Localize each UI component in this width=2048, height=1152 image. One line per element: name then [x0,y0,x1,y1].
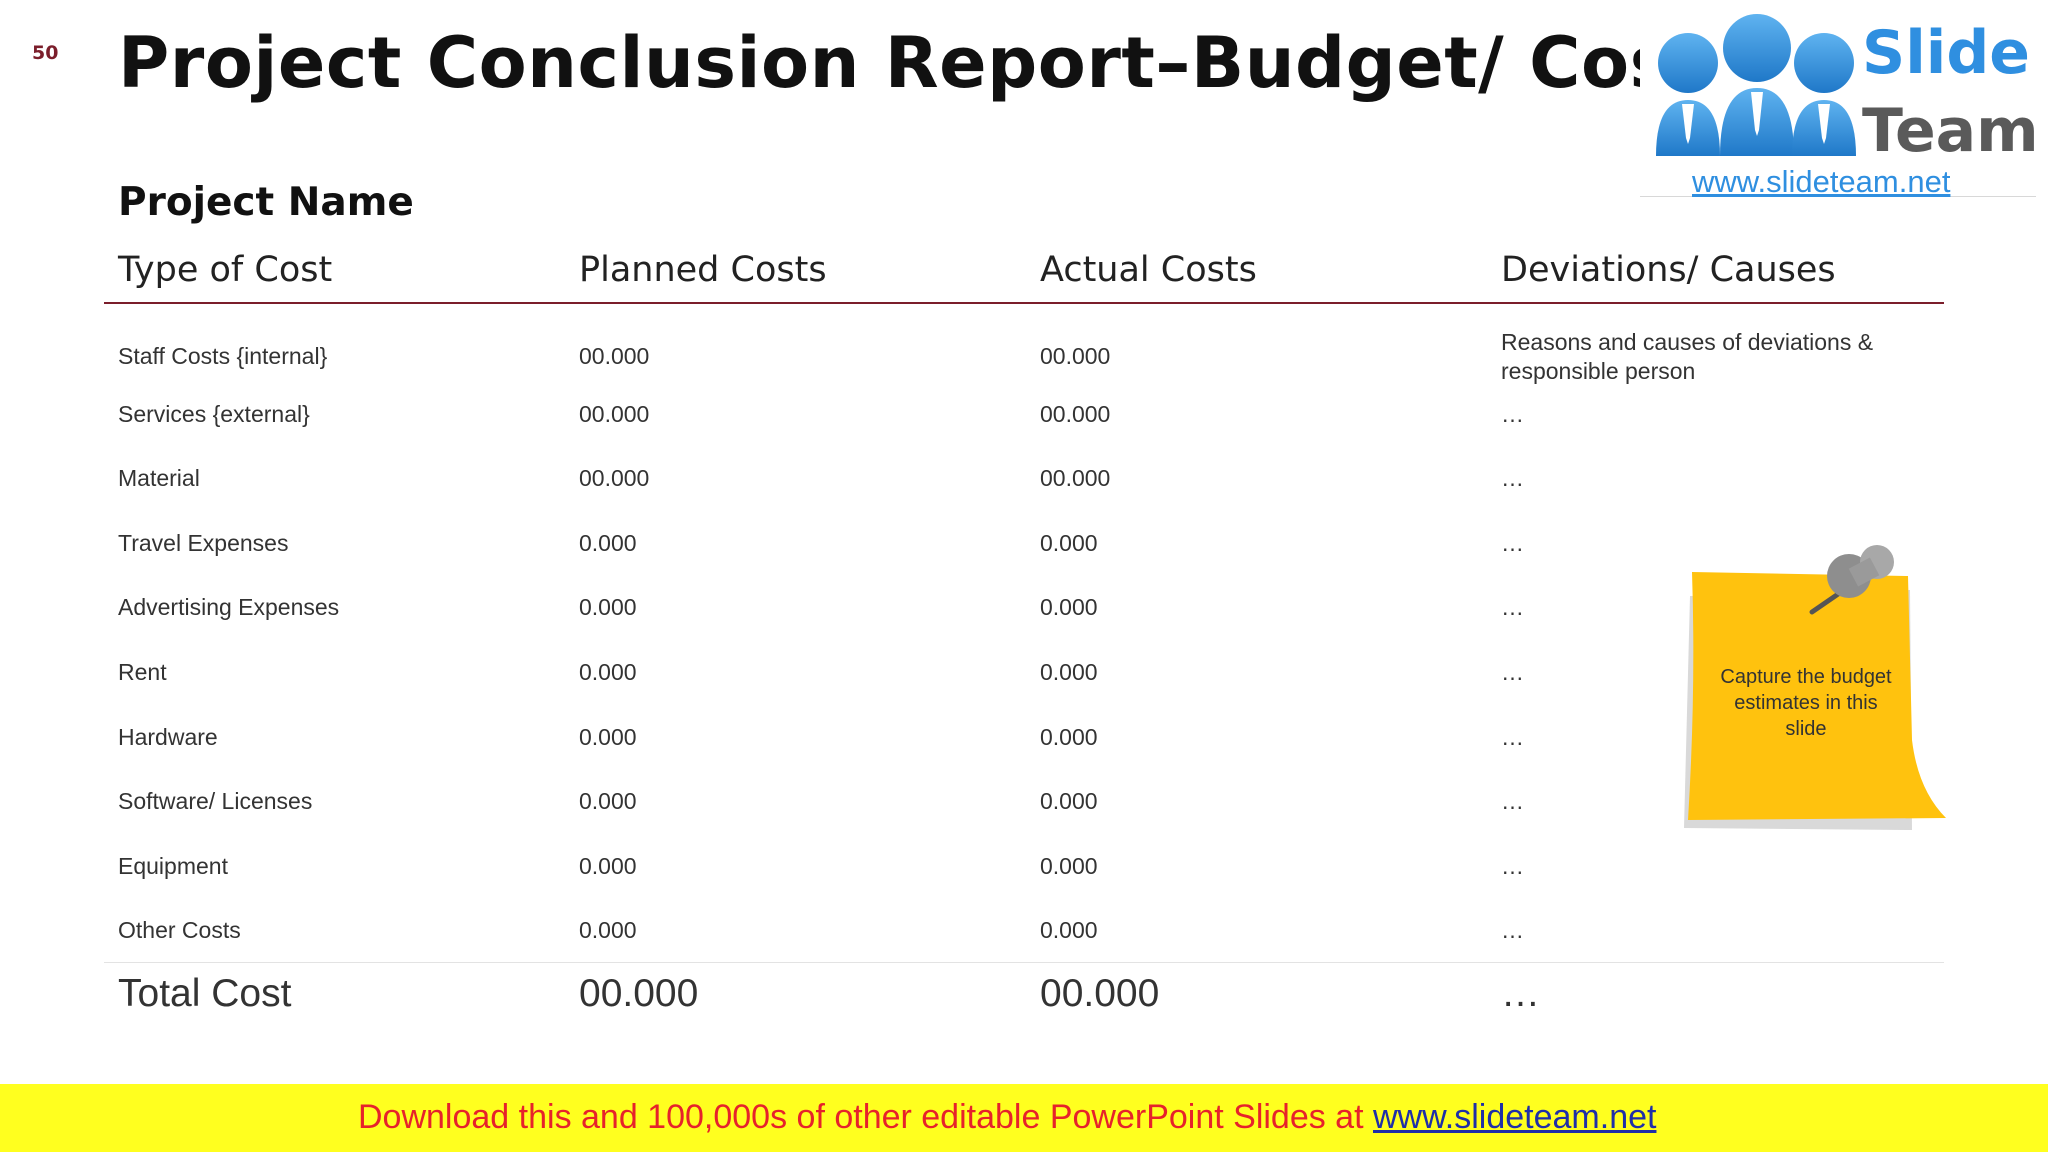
deviation-cell: … [1501,465,1524,491]
banner-text: Download this and 100,000s of other edit… [358,1098,1656,1137]
cost-type-cell: Travel Expenses [118,530,289,556]
sticky-note-paper [1684,572,1946,830]
deviation-cell: … [1501,594,1524,620]
logo-word-team: Team [1862,96,2039,166]
table-row: Advertising Expenses 0.000 0.000 … [104,593,1944,643]
actual-cost-cell: 00.000 [1040,401,1111,427]
cost-type-cell: Software/ Licenses [118,788,313,814]
planned-cost-cell: 0.000 [579,594,637,620]
header-deviations-causes: Deviations/ Causes [1501,250,1836,290]
total-divider [104,962,1944,963]
cost-type-cell: Services {external} [118,401,310,427]
actual-cost-cell: 0.000 [1040,659,1098,685]
table-row: Equipment 0.000 0.000 … [104,852,1944,902]
table-header-row: Type of Cost Planned Costs Actual Costs … [104,246,1944,304]
header-actual-costs: Actual Costs [1040,250,1257,290]
deviation-cell: … [1501,917,1524,943]
header-planned-costs: Planned Costs [579,250,827,290]
sticky-note-text: Capture the budget estimates in this sli… [1720,666,1892,740]
table-row: Staff Costs {internal} 00.000 00.000 Rea… [104,328,1944,384]
deviation-cell: … [1501,724,1524,750]
planned-cost-cell: 0.000 [579,530,637,556]
deviation-cell: … [1501,401,1524,427]
logo-word-slide: Slide [1862,18,2030,88]
download-banner: Download this and 100,000s of other edit… [0,1084,2048,1152]
banner-message: Download this and 100,000s of other edit… [358,1098,1373,1136]
actual-cost-cell: 0.000 [1040,853,1098,879]
cost-type-cell: Equipment [118,853,228,879]
cost-type-cell: Staff Costs {internal} [118,343,328,369]
table-row: Software/ Licenses 0.000 0.000 … [104,787,1944,837]
header-type-of-cost: Type of Cost [118,250,333,290]
deviation-cell: … [1501,788,1524,814]
actual-cost-cell: 0.000 [1040,594,1098,620]
table-row: Services {external} 00.000 00.000 … [104,400,1944,450]
cost-type-cell: Hardware [118,724,218,750]
slide-title: Project Conclusion Report–Budget/ Cost [118,22,1706,104]
total-planned: 00.000 [579,972,699,1015]
actual-cost-cell: 0.000 [1040,724,1098,750]
total-deviation: … [1501,972,1540,1015]
slideteam-logo[interactable]: Slide Team www.slideteam.net [1640,0,2039,199]
deviation-cell: … [1501,853,1524,879]
slide-number: 50 [32,42,59,64]
project-name-heading: Project Name [118,180,414,225]
pushpin-icon [1809,545,1894,615]
planned-cost-cell: 0.000 [579,917,637,943]
deviation-cell: … [1501,530,1524,556]
total-actual: 00.000 [1040,972,1160,1015]
actual-cost-cell: 0.000 [1040,788,1098,814]
planned-cost-cell: 00.000 [579,465,650,491]
table-row: Rent 0.000 0.000 … [104,658,1944,708]
table-row: Other Costs 0.000 0.000 … [104,916,1944,966]
cost-type-cell: Rent [118,659,167,685]
cost-type-cell: Advertising Expenses [118,594,340,620]
planned-cost-cell: 0.000 [579,788,637,814]
planned-cost-cell: 0.000 [579,853,637,879]
deviation-cell: … [1501,659,1524,685]
planned-cost-cell: 00.000 [579,401,650,427]
actual-cost-cell: 0.000 [1040,917,1098,943]
actual-cost-cell: 0.000 [1040,530,1098,556]
planned-cost-cell: 0.000 [579,724,637,750]
logo-url-link[interactable]: www.slideteam.net [1692,164,1951,199]
planned-cost-cell: 0.000 [579,659,637,685]
cost-type-cell: Other Costs [118,917,241,943]
table-row: Material 00.000 00.000 … [104,464,1944,514]
total-label: Total Cost [118,972,292,1015]
actual-cost-cell: 00.000 [1040,465,1111,491]
planned-cost-cell: 00.000 [579,343,650,369]
actual-cost-cell: 00.000 [1040,343,1111,369]
banner-link[interactable]: www.slideteam.net [1373,1098,1657,1136]
table-row: Hardware 0.000 0.000 … [104,723,1944,773]
total-row: Total Cost 00.000 00.000 … [104,972,1944,1022]
sticky-note: Capture the budget estimates in this sli… [1680,540,1960,840]
cost-type-cell: Material [118,465,200,491]
deviation-cell: Reasons and causes of deviations & respo… [1501,329,1874,384]
people-icon [1656,14,1856,156]
table-row: Travel Expenses 0.000 0.000 … [104,529,1944,579]
